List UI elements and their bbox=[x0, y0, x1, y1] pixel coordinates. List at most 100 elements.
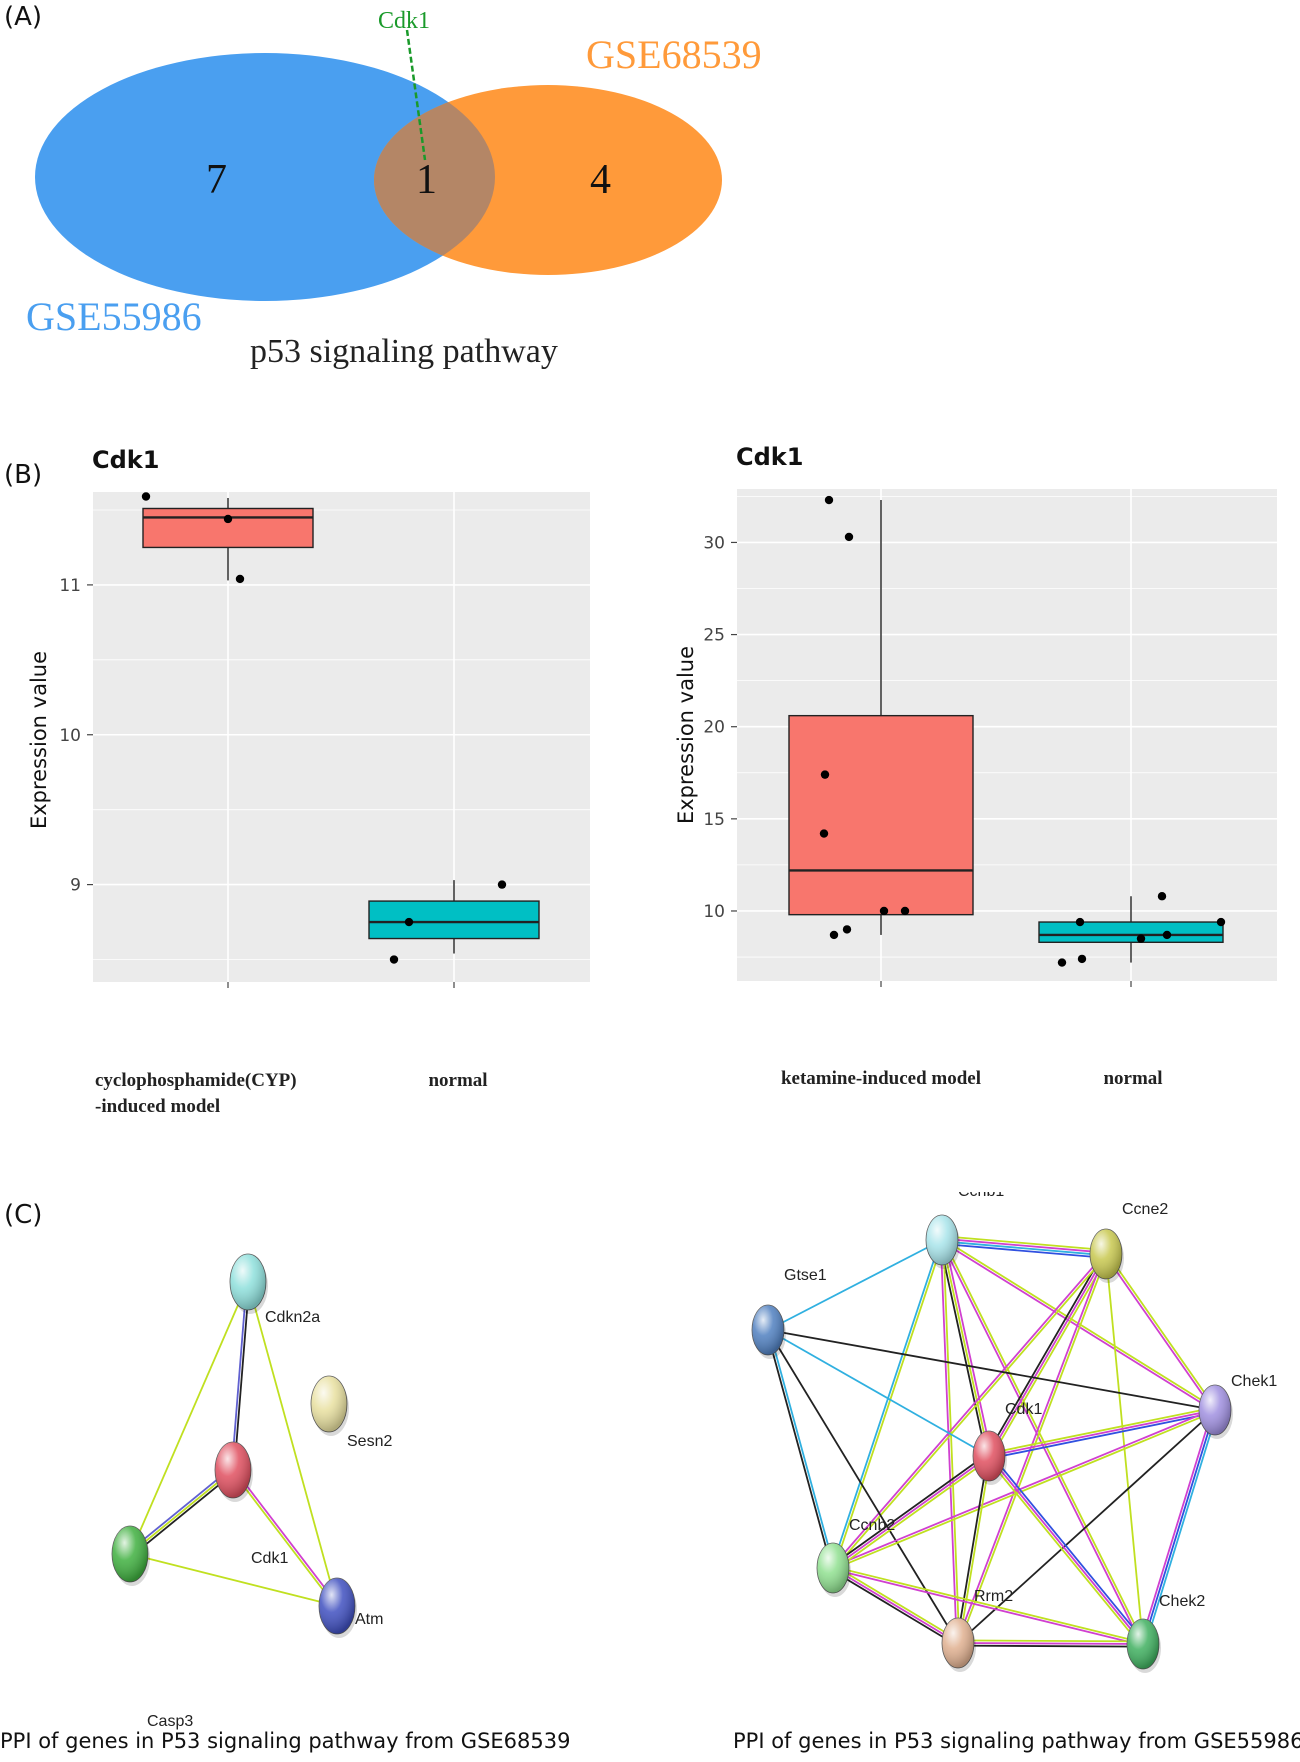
venn-diagram: Cdk1 GSE68539 7 1 4 GSE55986 p53 signali… bbox=[26, 8, 762, 370]
node-highlight bbox=[942, 1618, 974, 1668]
interaction-edge bbox=[1139, 1408, 1214, 1644]
interaction-edge bbox=[938, 1240, 988, 1457]
interaction-edge bbox=[129, 1553, 338, 1607]
network-1-edges bbox=[127, 1281, 339, 1608]
interaction-edge bbox=[957, 1644, 1143, 1648]
y-tick-label: 11 bbox=[59, 576, 81, 596]
interaction-edge bbox=[830, 1239, 942, 1568]
panel-label-a: (A) bbox=[4, 2, 43, 32]
protein-node: Chek2 bbox=[1126, 1593, 1205, 1673]
interaction-edge bbox=[942, 1238, 1217, 1410]
interaction-edge bbox=[832, 1407, 1215, 1568]
interaction-edge bbox=[832, 1455, 990, 1569]
node-highlight bbox=[1127, 1619, 1159, 1669]
protein-node: Rrm2 bbox=[941, 1588, 1013, 1672]
interaction-edge bbox=[1106, 1252, 1217, 1410]
interaction-edge bbox=[767, 1329, 959, 1644]
data-point bbox=[223, 514, 233, 524]
overlap-count: 1 bbox=[416, 157, 437, 203]
node-highlight bbox=[1090, 1229, 1122, 1279]
node-highlight bbox=[973, 1431, 1005, 1481]
network-1-caption: PPI of genes in P53 signaling pathway fr… bbox=[0, 1729, 570, 1753]
interaction-edge bbox=[833, 1565, 1144, 1644]
data-point bbox=[404, 917, 414, 927]
left-count: 7 bbox=[206, 157, 227, 203]
venn-set-left bbox=[35, 53, 495, 301]
interaction-edge bbox=[986, 1457, 1142, 1647]
chart-1-marks bbox=[141, 492, 540, 964]
network-1-nodes: Cdkn2a Sesn2 Cdk1 Casp3 Atm bbox=[111, 1253, 392, 1730]
y-tick-label: 15 bbox=[703, 810, 725, 830]
node-highlight bbox=[1199, 1385, 1231, 1435]
network-2-caption: PPI of genes in P53 signaling pathway fr… bbox=[733, 1729, 1300, 1753]
node-highlight bbox=[215, 1442, 251, 1498]
interaction-edge bbox=[955, 1455, 989, 1643]
network-2-nodes: Ccnb1 Ccne2 Gtse1 Chek1 Cdk1 Ccnb2 Rrm2 Chek2 bbox=[751, 1192, 1277, 1673]
interaction-edge bbox=[765, 1330, 833, 1569]
node-label: Rrm2 bbox=[974, 1588, 1013, 1605]
boxplot-1: Cdk1 9 10 11 Expression value cyclophospha… bbox=[27, 446, 590, 1117]
overlap-gene-label: Cdk1 bbox=[378, 8, 430, 34]
interaction-edge bbox=[767, 1239, 943, 1331]
data-point bbox=[1157, 892, 1167, 901]
interaction-edge bbox=[247, 1281, 338, 1607]
interaction-edge bbox=[233, 1468, 339, 1606]
node-highlight bbox=[319, 1578, 355, 1634]
interaction-edge bbox=[1142, 1409, 1216, 1645]
interaction-edge bbox=[990, 1254, 1110, 1458]
data-point bbox=[389, 955, 399, 964]
node-label: Sesn2 bbox=[347, 1433, 392, 1450]
node-highlight bbox=[752, 1305, 784, 1355]
interaction-edge bbox=[129, 1281, 249, 1555]
protein-node: Gtse1 bbox=[751, 1267, 827, 1359]
panel-label-c: (C) bbox=[4, 1200, 43, 1230]
interaction-edge bbox=[767, 1329, 1216, 1411]
node-highlight bbox=[926, 1215, 958, 1265]
node-label: Cdk1 bbox=[1005, 1401, 1042, 1418]
data-point bbox=[829, 930, 839, 940]
interaction-edge bbox=[942, 1239, 961, 1643]
y-tick-label: 10 bbox=[703, 902, 725, 922]
interaction-edge bbox=[941, 1239, 990, 1457]
protein-node: Ccnb2 bbox=[816, 1517, 895, 1597]
interaction-edge bbox=[830, 1453, 989, 1567]
boxplot-2: Cdk1 10 15 20 25 30 Expression value ketamin… bbox=[674, 443, 1277, 1089]
data-point bbox=[900, 906, 910, 916]
chart-1-panel-bg bbox=[93, 492, 590, 982]
right-set-label: GSE68539 bbox=[586, 32, 762, 77]
data-point bbox=[820, 770, 830, 779]
box bbox=[368, 900, 540, 940]
node-highlight bbox=[817, 1543, 849, 1593]
node-label: Chek1 bbox=[1231, 1373, 1277, 1390]
protein-node: Atm bbox=[318, 1577, 383, 1638]
interaction-edge bbox=[131, 1471, 236, 1557]
y-tick-label: 30 bbox=[703, 533, 725, 553]
interaction-edge bbox=[985, 1252, 1105, 1456]
interaction-edge bbox=[941, 1242, 1106, 1259]
chart-1-xtick-2: normal bbox=[428, 1070, 487, 1091]
network-2-edges bbox=[765, 1235, 1219, 1648]
y-tick-label: 25 bbox=[703, 626, 725, 646]
interaction-edge bbox=[832, 1568, 1143, 1647]
node-label: Cdk1 bbox=[251, 1550, 288, 1567]
node-label: Casp3 bbox=[147, 1713, 193, 1730]
data-point bbox=[819, 829, 829, 838]
panel-label-b: (B) bbox=[4, 460, 43, 490]
interaction-edge bbox=[833, 1410, 1216, 1571]
node-label: Ccnb1 bbox=[958, 1192, 1004, 1200]
chart-1-xtick-1-line-2: -induced model bbox=[95, 1096, 220, 1117]
right-count: 4 bbox=[590, 157, 611, 203]
data-point bbox=[1216, 917, 1226, 927]
venn-caption: p53 signaling pathway bbox=[250, 333, 558, 370]
data-point bbox=[1162, 930, 1172, 940]
interaction-edge bbox=[833, 1254, 1108, 1570]
chart-2-marks bbox=[788, 495, 1226, 967]
node-highlight bbox=[112, 1526, 148, 1582]
node-label: Ccnb2 bbox=[849, 1517, 895, 1534]
interaction-edge bbox=[988, 1455, 1144, 1645]
interaction-edge bbox=[1144, 1410, 1219, 1646]
interaction-edge bbox=[768, 1329, 836, 1568]
chart-1-y-axis: 9 10 11 bbox=[59, 576, 455, 988]
interaction-edge bbox=[943, 1239, 993, 1456]
